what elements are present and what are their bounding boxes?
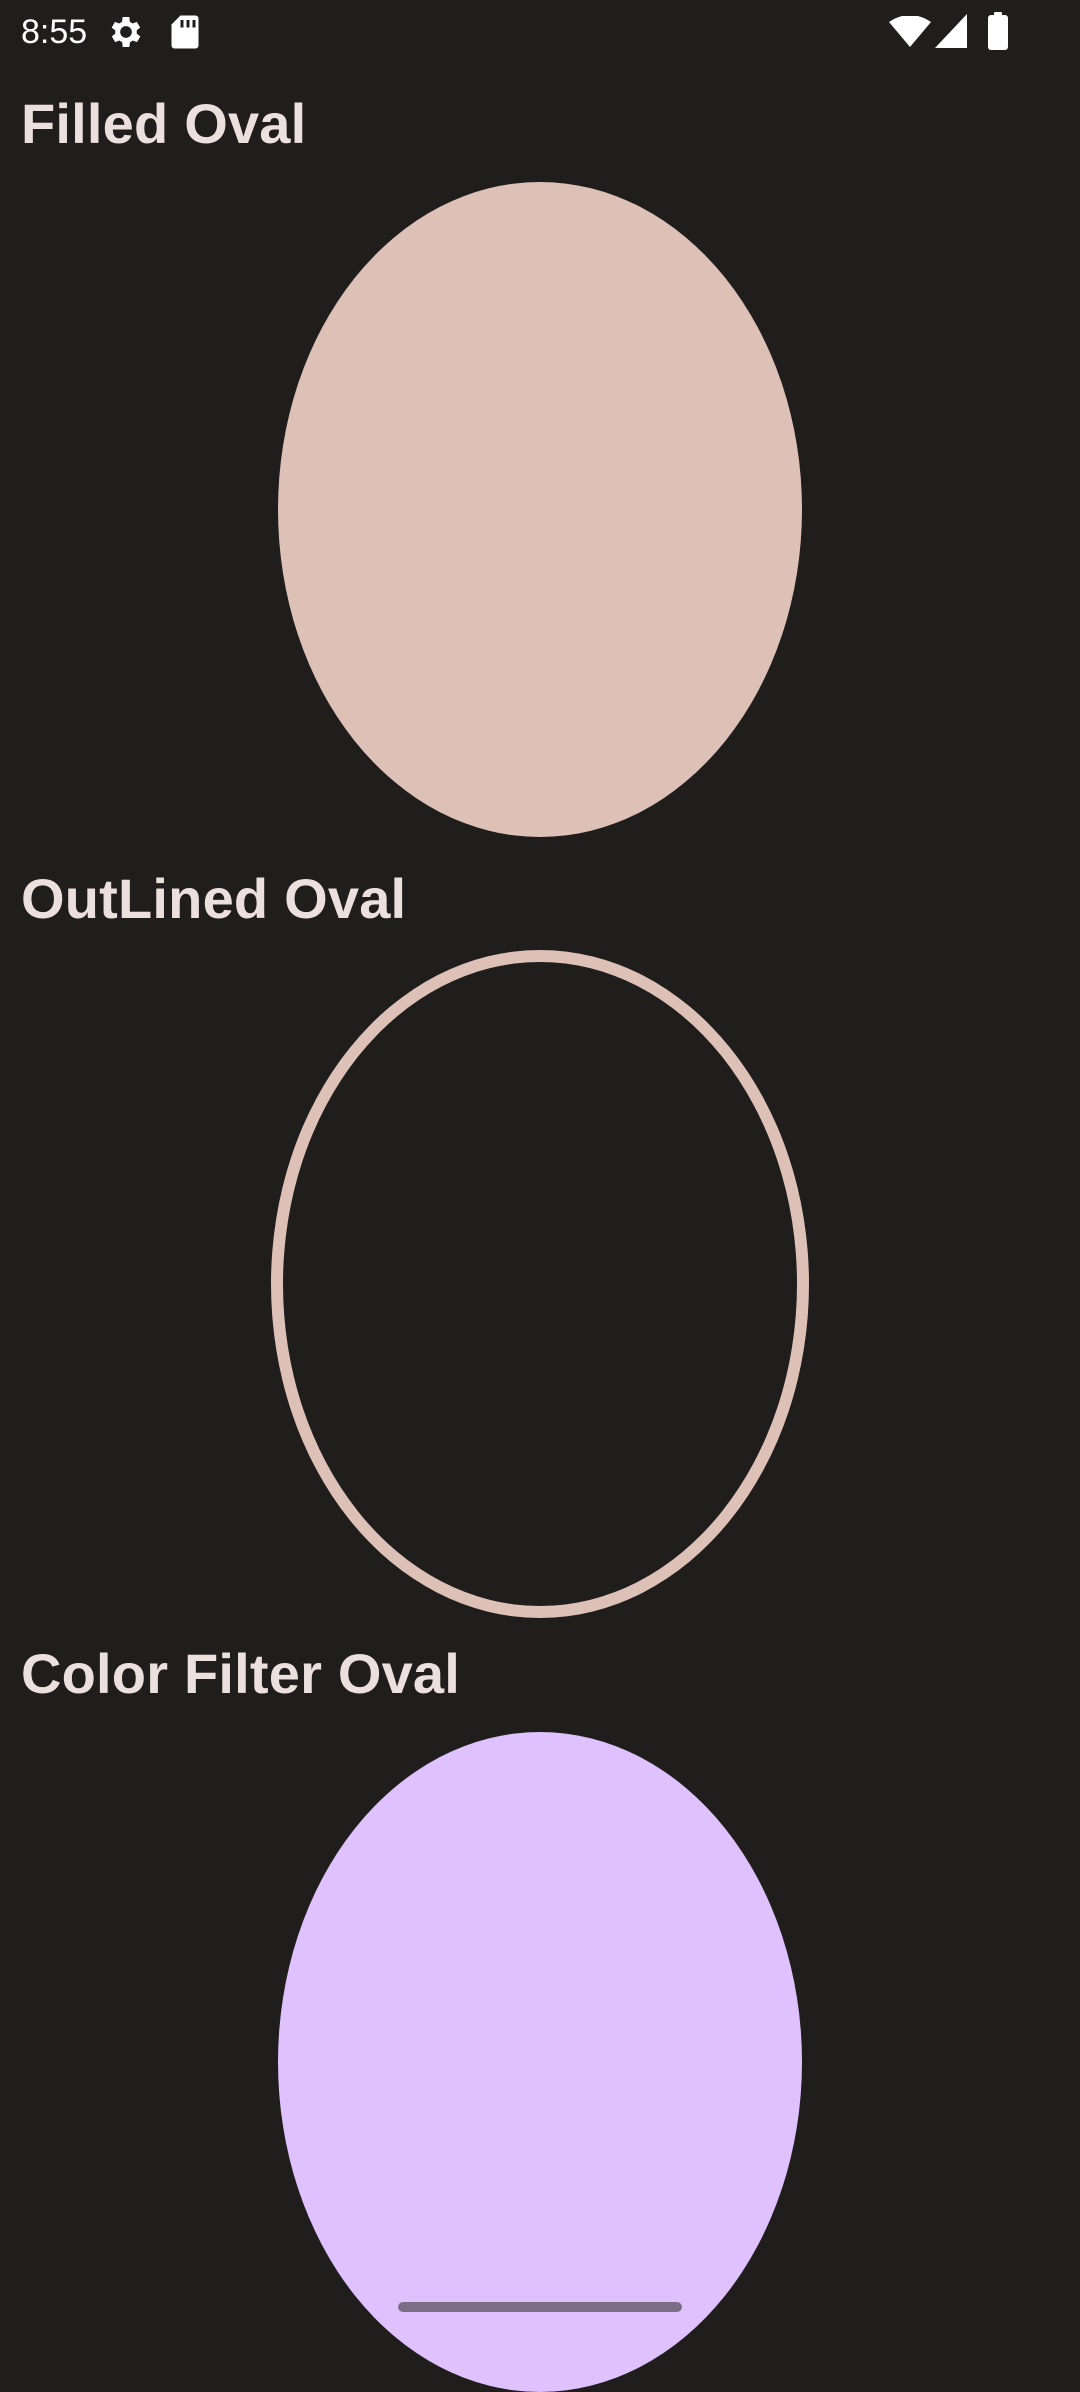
outlined-oval [271,950,809,1618]
status-time: 8:55 [21,13,88,51]
wifi-icon [889,15,931,52]
filled-oval [278,182,802,837]
section-title-filled-oval: Filled Oval [21,92,307,155]
section-title-outlined-oval: OutLined Oval [21,867,407,930]
home-gesture-handle[interactable] [398,2302,682,2312]
cell-signal-icon [935,14,967,52]
battery-icon [988,12,1008,54]
sd-card-icon [170,14,200,54]
status-bar: 8:55 [0,0,1080,64]
section-title-color-filter-oval: Color Filter Oval [21,1642,461,1705]
settings-gear-icon [106,12,146,56]
color-filter-oval [278,1732,802,2392]
